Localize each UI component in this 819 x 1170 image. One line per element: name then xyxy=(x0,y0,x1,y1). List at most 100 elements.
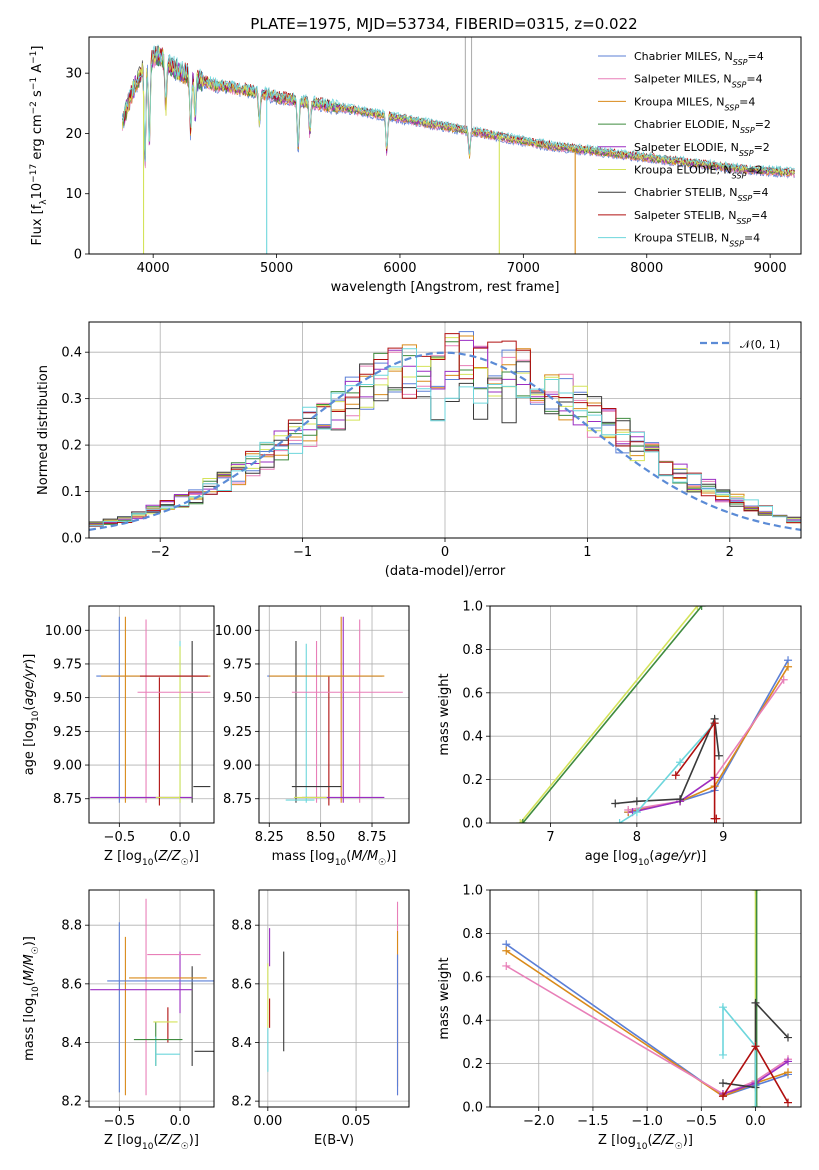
label-part: E(B-V) xyxy=(314,1133,354,1148)
y-tick-label: 0.4 xyxy=(462,730,483,745)
legend-subscript: SSP xyxy=(736,216,751,225)
label-part: 10 xyxy=(31,710,41,722)
label-part: ( xyxy=(153,849,158,864)
legend-model-name: Kroupa STELIB xyxy=(634,232,714,245)
label-part: ☉ xyxy=(181,1142,189,1152)
legend-nssp: 4 xyxy=(756,73,763,86)
y-tick-label: 8.2 xyxy=(61,1095,82,1110)
x-tick-label: 0.0 xyxy=(170,830,191,845)
legend-nssp: 4 xyxy=(753,232,760,245)
legend-equals: = xyxy=(752,186,761,199)
label-part: 10 xyxy=(636,1142,648,1152)
y-tick-label: 8.2 xyxy=(231,1095,252,1110)
label-part: )] xyxy=(189,1133,199,1148)
y-axis-label: mass weight xyxy=(437,673,452,755)
y-tick-label: 0 xyxy=(74,248,82,263)
label-part: )] xyxy=(696,849,706,864)
y-tick-label: 1.0 xyxy=(462,884,483,899)
y-tick-label: 0.4 xyxy=(462,1014,483,1029)
label-part: mass weight xyxy=(437,957,452,1039)
y-tick-label: 8.4 xyxy=(231,1036,252,1051)
y-tick-label: 0.1 xyxy=(61,485,82,500)
label-part: age [log xyxy=(22,722,37,775)
legend-entry: Chabrier MILES, NSSP=4 xyxy=(634,50,764,67)
label-part: ( xyxy=(649,849,654,864)
weight-point-marker xyxy=(671,771,680,780)
label-part: ☉ xyxy=(181,858,189,868)
plot-area xyxy=(516,606,793,823)
x-tick-label: −1 xyxy=(293,545,312,560)
label-part: Normed distribution xyxy=(36,365,51,495)
legend-equals: = xyxy=(746,164,755,177)
label-part: 10 xyxy=(142,1142,154,1152)
y-axis-label: age [log10(age/yr)] xyxy=(22,654,41,776)
label-part: )] xyxy=(386,849,396,864)
y-tick-label: 1.0 xyxy=(462,600,483,615)
legend-nssp: 2 xyxy=(763,141,770,154)
x-tick-label: −1.0 xyxy=(631,1114,663,1129)
legend-entry: 𝒩(0, 1) xyxy=(740,338,780,351)
x-tick-label: 0 xyxy=(441,545,449,560)
x-tick-label: 8000 xyxy=(630,261,663,276)
weight-point-marker xyxy=(752,890,761,894)
histogram-4 xyxy=(89,339,801,524)
legend-subscript: SSP xyxy=(733,58,748,67)
weight-line-0 xyxy=(505,943,789,1098)
y-tick-label: 0.0 xyxy=(61,532,82,547)
y-tick-label: 9.75 xyxy=(53,657,82,672)
x-tick-label: 1 xyxy=(583,545,591,560)
y-axis-label: mass weight xyxy=(437,957,452,1039)
legend-equals: = xyxy=(751,209,760,222)
plot-area xyxy=(267,616,403,806)
x-tick-label: 8.75 xyxy=(358,830,387,845)
legend-nssp: 2 xyxy=(764,118,771,131)
chart-mass_vs_Z: −0.5 0.08.28.48.68.8Z [log10(Z/Z☉)]mass [… xyxy=(22,889,215,1152)
legend-model-name: Salpeter ELODIE xyxy=(634,141,724,154)
y-tick-label: 9.25 xyxy=(223,725,252,740)
y-tick-label: 0.2 xyxy=(61,439,82,454)
spectrum-line-5 xyxy=(121,47,795,175)
axes-frame xyxy=(258,605,410,824)
plot-area xyxy=(90,616,211,806)
label-part: 10 xyxy=(30,183,45,200)
legend-subscript: SSP xyxy=(740,126,755,135)
x-tick-label: −0.5 xyxy=(686,1114,718,1129)
y-tick-label: 20 xyxy=(65,127,82,142)
y-tick-label: 9.00 xyxy=(53,759,82,774)
chart-residuals: −2 −1 0 1 2 0.0 0.1 0.2 0.3 0.4 (data-model)/error… xyxy=(36,321,802,579)
y-tick-label: 0.6 xyxy=(462,686,483,701)
axes-frame xyxy=(88,321,802,539)
legend-subscript: SSP xyxy=(732,171,747,180)
x-axis-label: Z [log10(Z/Z☉)] xyxy=(104,849,199,868)
y-tick-label: 0.2 xyxy=(462,773,483,788)
x-tick-label: 0.0 xyxy=(745,1114,766,1129)
weight-line-0 xyxy=(519,606,698,823)
weight-line-1 xyxy=(505,950,789,1098)
y-tick-label: 8.6 xyxy=(231,977,252,992)
figure-title: PLATE=1975, MJD=53734, FIBERID=0315, z=0… xyxy=(250,15,637,33)
legend-separator: , N xyxy=(716,164,731,177)
legend-separator: , N xyxy=(725,118,740,131)
weight-point-marker xyxy=(779,675,788,684)
y-tick-label: 8.6 xyxy=(61,977,82,992)
label-part: Z [log xyxy=(104,849,142,864)
y-tick-label: 0.6 xyxy=(462,970,483,985)
weight-point-marker xyxy=(615,819,624,823)
legend-nssp: 4 xyxy=(760,209,767,222)
weight-point-marker xyxy=(712,814,721,823)
label-part: ☉ xyxy=(675,1142,683,1152)
label-part: ( xyxy=(153,1133,158,1148)
label-part: Z/Z xyxy=(652,1133,676,1148)
label-part: λ xyxy=(39,199,49,205)
x-axis-label: Z [log10(Z/Z☉)] xyxy=(598,1133,693,1152)
legend-entry: Kroupa MILES, NSSP=4 xyxy=(634,95,755,112)
normal-reference-curve xyxy=(89,351,801,531)
weight-point-marker xyxy=(676,795,685,804)
label-part: ( xyxy=(346,849,351,864)
weight-point-marker xyxy=(516,819,525,823)
y-tick-label: 8.75 xyxy=(53,792,82,807)
axes-frame xyxy=(88,36,802,255)
chart-age_vs_mass: 8.25 8.50 8.75 8.75 9.00 9.25 9.50 9.75 10.00 mas… xyxy=(215,605,410,868)
